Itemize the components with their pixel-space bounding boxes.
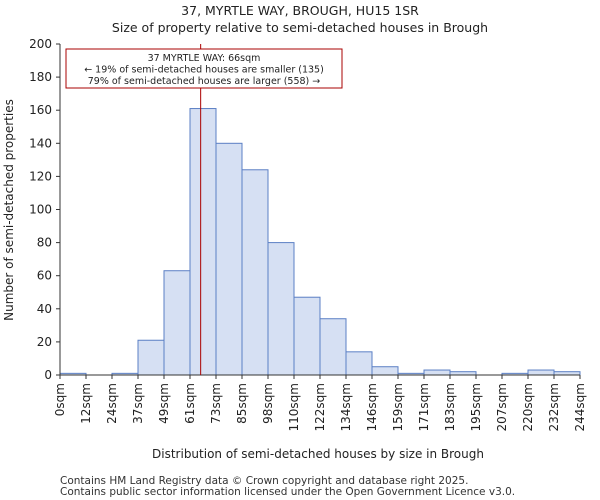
bar-37sqm bbox=[137, 339, 165, 376]
x-tick-label: 232sqm bbox=[547, 383, 561, 431]
y-tick-label: 60 bbox=[37, 269, 52, 283]
x-tick-label: 24sqm bbox=[105, 383, 119, 424]
y-tick-label: 120 bbox=[29, 169, 52, 183]
x-tick-label: 207sqm bbox=[495, 383, 509, 431]
bar-49sqm bbox=[163, 270, 191, 376]
x-tick-label: 146sqm bbox=[365, 383, 379, 431]
y-axis-label: Number of semi-detached properties bbox=[2, 99, 16, 321]
chart-subtitle: Size of property relative to semi-detach… bbox=[112, 20, 488, 35]
bar-110sqm bbox=[293, 296, 321, 376]
x-tick-label: 85sqm bbox=[235, 383, 249, 424]
annotation-line-1: 37 MYRTLE WAY: 66sqm bbox=[148, 53, 261, 64]
y-tick-label: 20 bbox=[37, 335, 52, 349]
x-tick-label: 0sqm bbox=[53, 383, 67, 416]
x-axis: 0sqm 12sqm 24sqm 37sqm 49sqm 61sqm 73sqm 85sqm 9… bbox=[53, 375, 587, 431]
bar-61sqm bbox=[189, 108, 217, 376]
y-tick-label: 140 bbox=[29, 136, 52, 150]
x-axis-label: Distribution of semi-detached houses by … bbox=[152, 447, 484, 461]
bar-134sqm bbox=[345, 351, 373, 376]
bar-98sqm bbox=[267, 242, 295, 376]
x-tick-label: 195sqm bbox=[469, 383, 483, 431]
x-tick-label: 159sqm bbox=[391, 383, 405, 431]
x-tick-label: 171sqm bbox=[417, 383, 431, 431]
x-tick-label: 183sqm bbox=[443, 383, 457, 431]
plot-area bbox=[59, 44, 581, 376]
y-tick-label: 200 bbox=[29, 37, 52, 51]
bar-85sqm bbox=[241, 169, 269, 376]
x-tick-label: 220sqm bbox=[521, 383, 535, 431]
annotation: 37 MYRTLE WAY: 66sqm← 19% of semi-detach… bbox=[65, 48, 343, 89]
y-tick-label: 160 bbox=[29, 103, 52, 117]
bar-73sqm bbox=[215, 142, 243, 376]
chart-title: 37, MYRTLE WAY, BROUGH, HU15 1SR bbox=[181, 3, 419, 18]
x-tick-label: 37sqm bbox=[131, 383, 145, 424]
x-tick-label: 122sqm bbox=[313, 383, 327, 431]
y-tick-label: 80 bbox=[37, 236, 52, 250]
x-tick-label: 98sqm bbox=[261, 383, 275, 424]
x-tick-label: 12sqm bbox=[79, 383, 93, 424]
y-tick-label: 180 bbox=[29, 70, 52, 84]
x-tick-label: 61sqm bbox=[183, 383, 197, 424]
x-tick-label: 110sqm bbox=[287, 383, 301, 431]
y-tick-label: 40 bbox=[37, 302, 52, 316]
annotation-line-2: ← 19% of semi-detached houses are smalle… bbox=[84, 65, 324, 76]
y-tick-label: 100 bbox=[29, 203, 52, 217]
bar-171sqm bbox=[423, 369, 451, 376]
bar-146sqm bbox=[371, 366, 399, 376]
y-axis: 0 20 40 60 80 100 120 140 160 180 200 bbox=[29, 37, 60, 382]
y-tick-label: 0 bbox=[44, 368, 52, 382]
annotation-line-3: 79% of semi-detached houses are larger (… bbox=[88, 76, 321, 87]
x-tick-label: 49sqm bbox=[157, 383, 171, 424]
bar-220sqm bbox=[527, 369, 555, 376]
footer-line-2: Contains public sector information licen… bbox=[60, 486, 515, 498]
footer-line-1: Contains HM Land Registry data © Crown c… bbox=[60, 475, 468, 487]
x-tick-label: 134sqm bbox=[339, 383, 353, 431]
x-tick-label: 73sqm bbox=[209, 383, 223, 424]
annotation-box bbox=[65, 48, 343, 89]
x-tick-label: 244sqm bbox=[573, 383, 587, 431]
bar-122sqm bbox=[319, 318, 347, 376]
